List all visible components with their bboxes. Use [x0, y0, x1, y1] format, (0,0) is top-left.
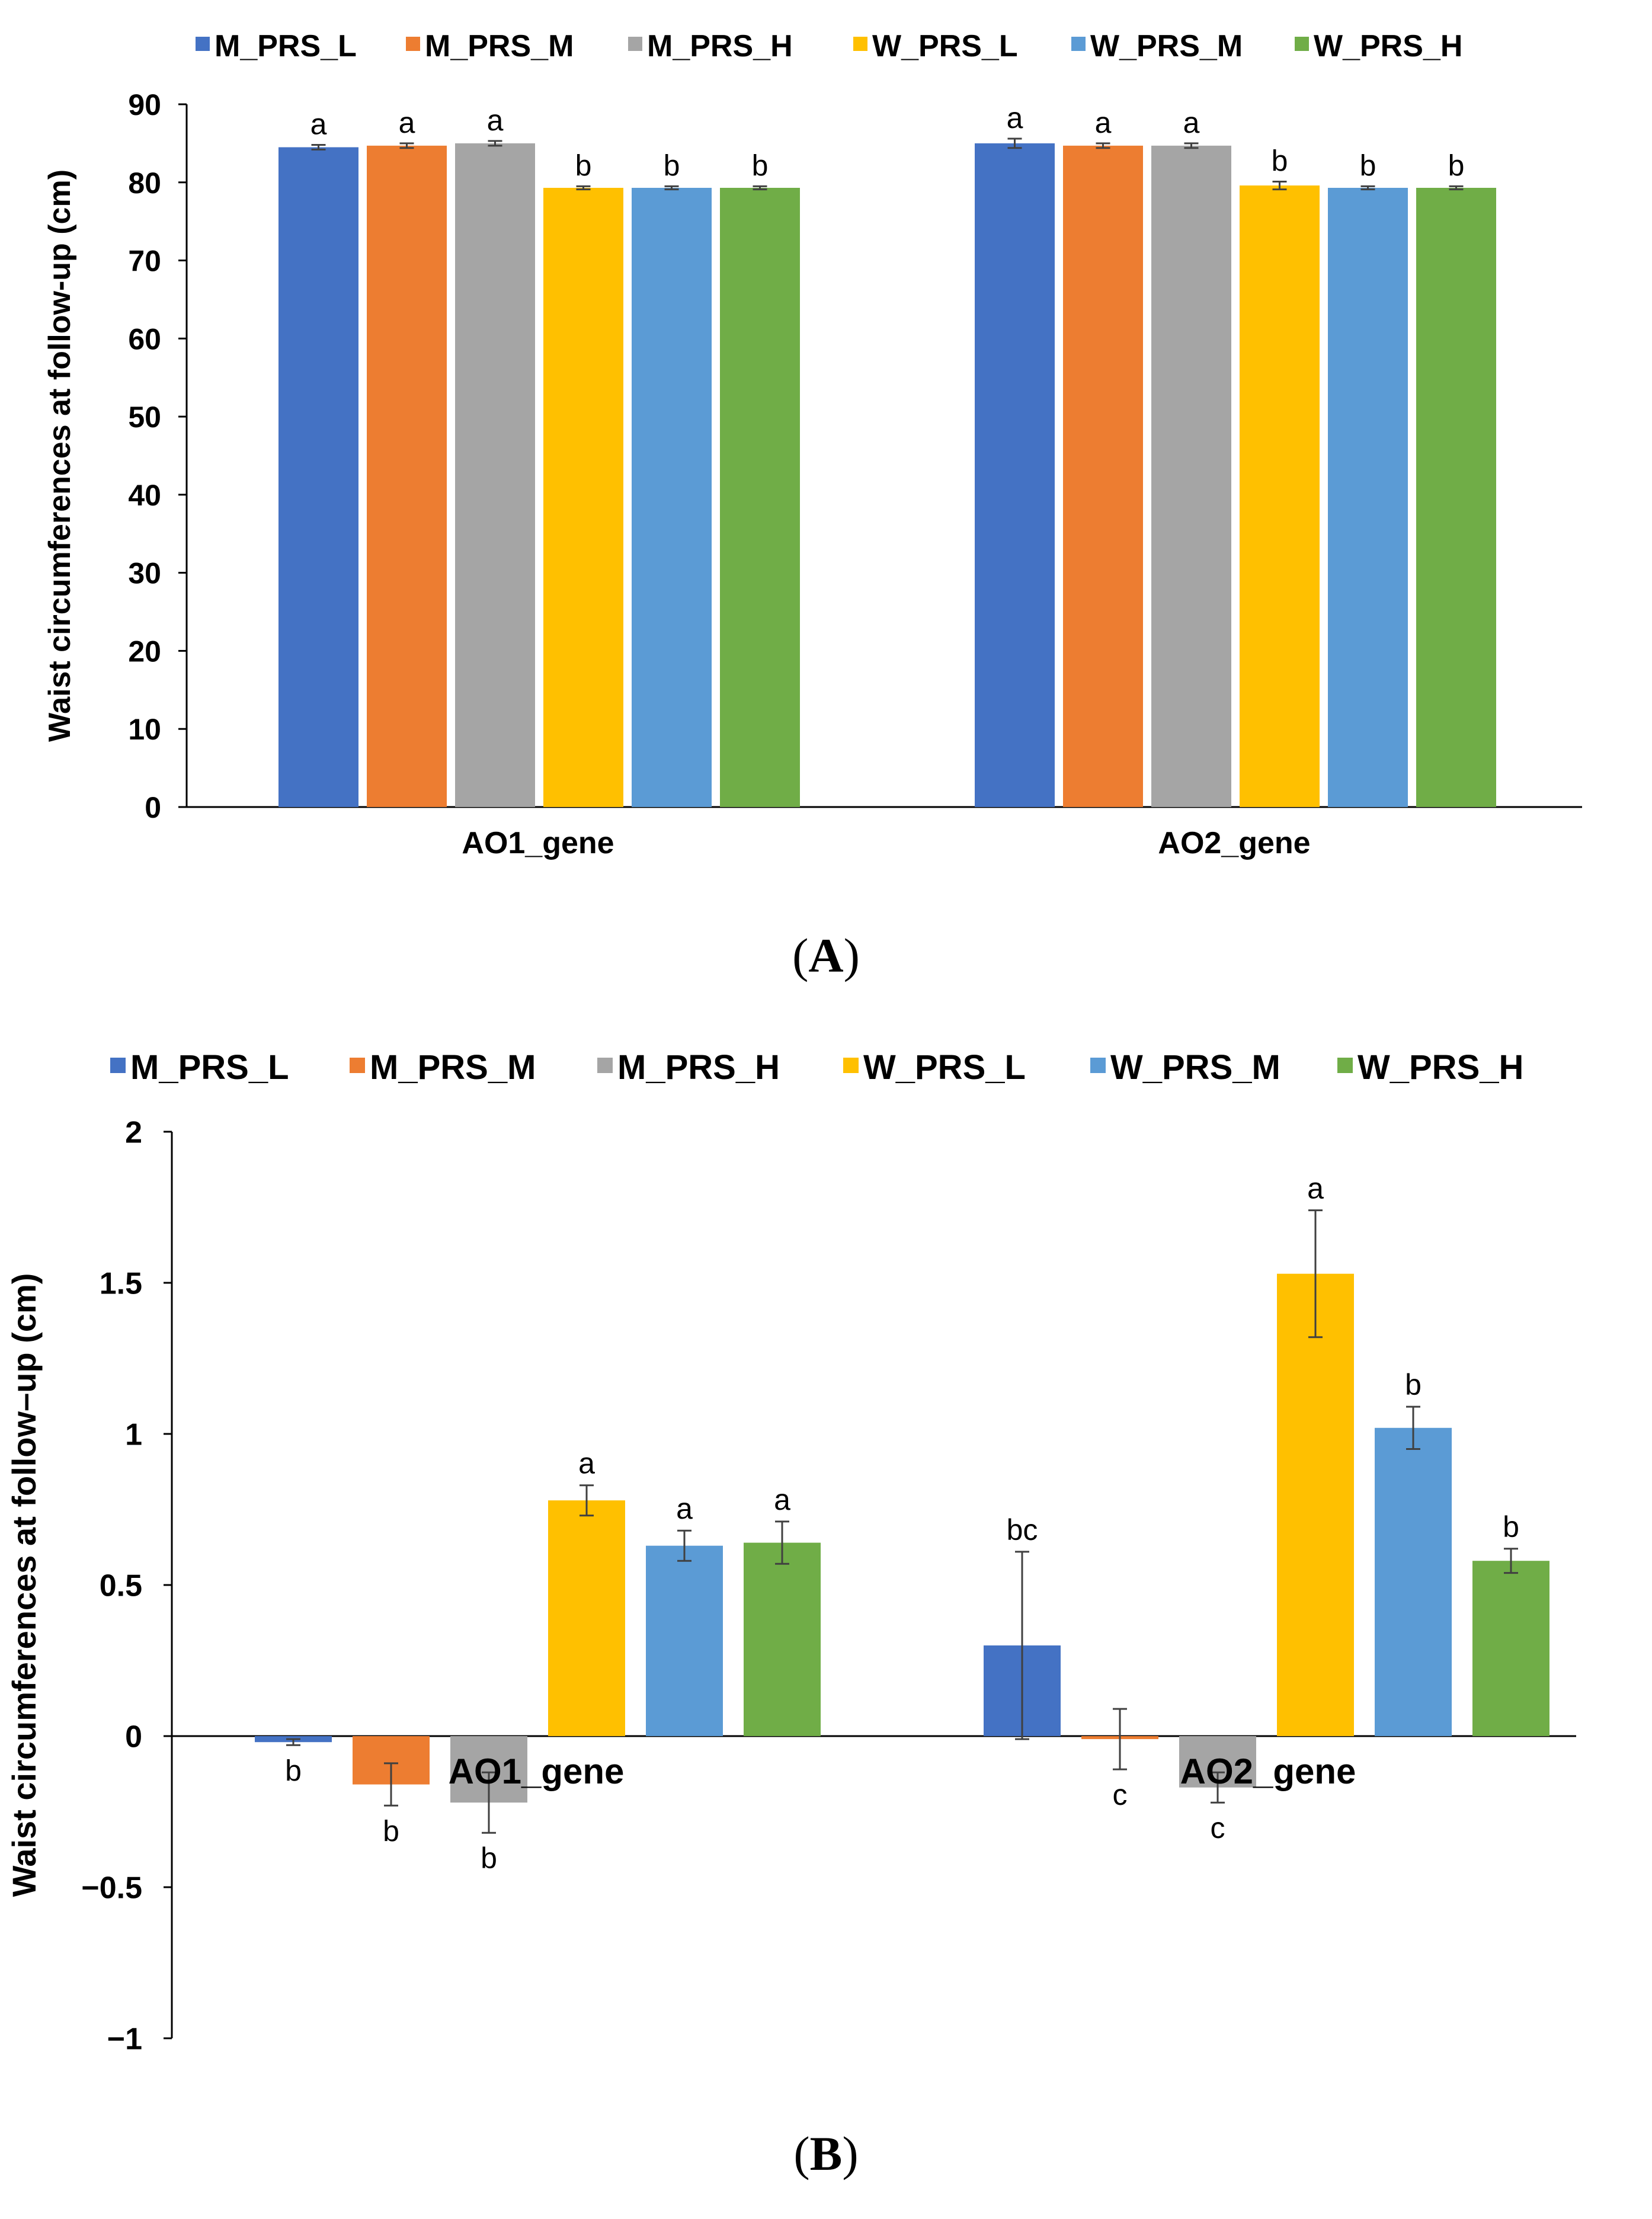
bar-w-prs-l-ao2-gene: [1240, 185, 1320, 808]
legend-swatch-w-prs-m: [1090, 1058, 1106, 1073]
legend-label-w-prs-m: W_PRS_M: [1110, 1048, 1280, 1087]
significance-letter: b: [575, 149, 592, 182]
bar-w-prs-h-ao2-gene: [1472, 1561, 1549, 1736]
significance-letter: b: [1405, 1368, 1422, 1401]
y-tick-label: 10: [128, 713, 161, 746]
significance-letter: b: [383, 1814, 399, 1847]
y-tick-label: 90: [128, 88, 161, 121]
legend-label-m-prs-l: M_PRS_L: [130, 1048, 289, 1087]
bar-m-prs-m-ao2-gene: [1063, 145, 1143, 807]
significance-letter: b: [1503, 1510, 1519, 1544]
significance-letter: c: [1211, 1811, 1225, 1845]
legend-label-m-prs-h: M_PRS_H: [647, 29, 793, 63]
legend-swatch-m-prs-h: [597, 1058, 613, 1073]
significance-letter: a: [487, 104, 504, 137]
significance-letter: b: [1272, 144, 1288, 177]
significance-letter: b: [664, 149, 680, 182]
bar-w-prs-l-ao1-gene: [548, 1500, 625, 1736]
legend-swatch-w-prs-m: [1071, 37, 1086, 51]
y-tick-label: 1.5: [100, 1267, 142, 1301]
significance-letter: a: [578, 1447, 595, 1480]
category-label: AO2_gene: [1158, 826, 1310, 860]
bar-w-prs-h-ao2-gene: [1416, 188, 1496, 808]
y-tick-label: −0.5: [81, 1871, 142, 1906]
y-tick-label: 2: [125, 1116, 142, 1150]
y-tick-label: 30: [128, 557, 161, 590]
panel-letter: B: [810, 2127, 843, 2180]
bar-m-prs-m-ao1-gene: [367, 145, 447, 807]
legend-swatch-w-prs-h: [1337, 1058, 1353, 1073]
y-tick-label: 70: [128, 245, 161, 278]
significance-letter: b: [285, 1754, 302, 1787]
y-axis-title: Waist circumferences at follow-up (cm): [43, 169, 77, 742]
bar-w-prs-m-ao2-gene: [1328, 188, 1408, 808]
bar-m-prs-l-ao2-gene: [975, 143, 1055, 807]
y-tick-label: 80: [128, 166, 161, 200]
significance-letter: c: [1113, 1778, 1128, 1811]
category-label: AO1_gene: [462, 826, 614, 860]
bar-w-prs-m-ao1-gene: [632, 188, 712, 808]
bar-w-prs-m-ao1-gene: [646, 1545, 723, 1736]
y-tick-label: 50: [128, 401, 161, 434]
significance-letter: b: [1448, 149, 1465, 182]
panel-label-b: (B): [793, 2127, 858, 2180]
significance-letter: a: [310, 108, 327, 141]
y-tick-label: 0: [145, 791, 161, 824]
legend-swatch-w-prs-l: [843, 1058, 859, 1073]
y-tick-label: −1: [107, 2022, 142, 2057]
y-axis-title: Waist circumferences at follow–up (cm): [5, 1273, 43, 1897]
y-tick-label: 1: [125, 1418, 142, 1452]
significance-letter: a: [1307, 1172, 1324, 1205]
legend-label-m-prs-l: M_PRS_L: [214, 29, 357, 63]
category-label: AO2_gene: [1180, 1751, 1356, 1791]
y-tick-label: 20: [128, 635, 161, 668]
bar-w-prs-h-ao1-gene: [720, 188, 800, 808]
bar-m-prs-l-ao1-gene: [278, 147, 358, 807]
category-label: AO1_gene: [449, 1751, 625, 1791]
y-tick-label: 0: [125, 1720, 142, 1754]
bar-w-prs-m-ao2-gene: [1375, 1427, 1452, 1736]
panel-label-a: (A): [792, 928, 860, 982]
significance-letter: a: [1095, 106, 1112, 139]
significance-letter: b: [481, 1842, 497, 1875]
legend-swatch-m-prs-m: [350, 1058, 365, 1073]
legend-swatch-m-prs-l: [110, 1058, 126, 1073]
significance-letter: b: [752, 149, 769, 182]
legend-label-w-prs-h: W_PRS_H: [1358, 1048, 1523, 1087]
legend-swatch-m-prs-m: [406, 37, 420, 51]
legend-swatch-m-prs-h: [628, 37, 642, 51]
bar-m-prs-h-ao1-gene: [455, 143, 535, 807]
bar-m-prs-h-ao2-gene: [1151, 145, 1231, 807]
significance-letter: bc: [1007, 1513, 1038, 1546]
bar-w-prs-h-ao1-gene: [744, 1542, 821, 1736]
legend-swatch-m-prs-l: [196, 37, 210, 51]
legend-label-w-prs-m: W_PRS_M: [1090, 29, 1243, 63]
bar-w-prs-l-ao2-gene: [1277, 1273, 1354, 1736]
legend-label-m-prs-m: M_PRS_M: [370, 1048, 536, 1087]
y-tick-label: 40: [128, 479, 161, 512]
legend-label-w-prs-l: W_PRS_L: [872, 29, 1018, 63]
legend-label-w-prs-h: W_PRS_H: [1314, 29, 1462, 63]
legend-label-w-prs-l: W_PRS_L: [863, 1048, 1026, 1087]
significance-letter: a: [774, 1483, 790, 1516]
legend-swatch-w-prs-h: [1295, 37, 1309, 51]
significance-letter: a: [676, 1492, 693, 1525]
legend-label-m-prs-m: M_PRS_M: [425, 29, 574, 63]
significance-letter: a: [1007, 101, 1023, 135]
panel-letter: A: [808, 928, 843, 982]
bar-w-prs-l-ao1-gene: [543, 188, 623, 808]
significance-letter: b: [1360, 149, 1376, 182]
significance-letter: a: [1183, 106, 1200, 139]
legend-swatch-w-prs-l: [853, 37, 867, 51]
legend-label-m-prs-h: M_PRS_H: [617, 1048, 780, 1087]
y-tick-label: 60: [128, 322, 161, 356]
significance-letter: a: [399, 106, 415, 139]
y-tick-label: 0.5: [100, 1569, 142, 1603]
